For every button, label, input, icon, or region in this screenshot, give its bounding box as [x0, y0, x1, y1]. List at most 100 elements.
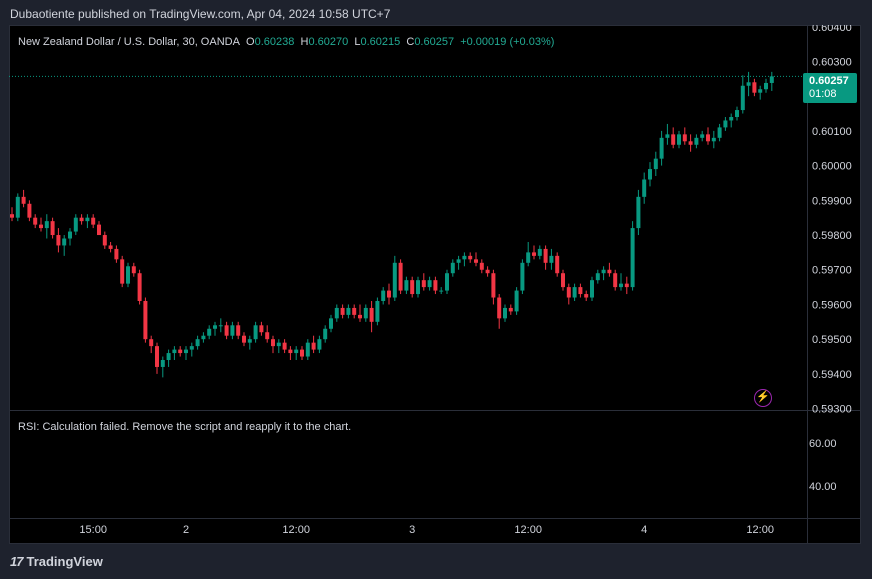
candle-body — [230, 325, 235, 336]
candle-body — [590, 280, 594, 298]
time-tick-label: 15:00 — [79, 524, 107, 536]
candle-body — [624, 283, 629, 288]
symbol-title: New Zealand Dollar / U.S. Dollar, 30, OA… — [18, 36, 240, 48]
candle-body — [706, 134, 710, 142]
candle-body — [97, 224, 101, 236]
candle-body — [126, 266, 130, 284]
candle-body — [392, 262, 397, 298]
candle-body — [149, 339, 154, 347]
last-price-label: 0.60257 01:08 — [803, 73, 857, 103]
candle-body — [723, 120, 728, 128]
price-tick-label: 0.59600 — [812, 299, 852, 311]
candle-body — [508, 307, 513, 312]
candle-body — [300, 349, 304, 357]
candle-body — [352, 307, 357, 315]
candle-body — [265, 332, 270, 340]
candle-body — [294, 349, 299, 354]
candle-body — [160, 360, 165, 367]
candle-body — [735, 110, 739, 117]
candle-body — [213, 325, 217, 329]
candle-body — [717, 127, 722, 138]
price-tick-label: 0.59500 — [812, 334, 852, 346]
high-value: 0.60270 — [308, 36, 349, 48]
candle-body — [729, 116, 734, 121]
candle-body — [288, 349, 293, 354]
candle-body — [178, 349, 183, 354]
candle-body — [752, 82, 757, 93]
candle-body — [537, 248, 542, 256]
open-label: O — [246, 36, 255, 48]
candle-body — [561, 273, 565, 288]
candle-body — [410, 280, 415, 295]
candle-body — [578, 287, 583, 295]
price-tick-label: 0.60400 — [812, 25, 852, 34]
rsi-tick-label: 60.00 — [809, 438, 837, 450]
time-tick-label: 3 — [409, 524, 415, 536]
change-value: +0.00019 (+0.03%) — [460, 36, 555, 48]
candle-body — [91, 217, 96, 225]
candle-body — [456, 259, 461, 263]
candle-body — [143, 300, 148, 340]
lightning-bolt-icon[interactable]: ⚡ — [754, 389, 772, 407]
candle-body — [555, 255, 560, 274]
candle-body — [758, 89, 763, 93]
rsi-error-message: RSI: Calculation failed. Remove the scri… — [18, 421, 352, 433]
candle-body — [468, 255, 473, 260]
candle-body — [445, 273, 449, 291]
candle-body — [236, 325, 241, 336]
candle-body — [184, 349, 188, 354]
price-tick-label: 0.59900 — [812, 195, 852, 207]
candle-body — [497, 297, 502, 319]
brand-name: TradingView — [26, 554, 103, 569]
candle-body — [259, 325, 264, 333]
candle-body — [79, 217, 84, 222]
candle-body — [155, 346, 159, 367]
candle-body — [114, 248, 119, 260]
close-label: C — [406, 36, 415, 48]
candle-body — [224, 325, 229, 336]
candle-body — [33, 217, 38, 225]
candle-body — [671, 134, 676, 145]
candle-body — [514, 290, 519, 312]
time-tick-label: 2 — [183, 524, 189, 536]
footer-brand[interactable]: 17 TradingView — [10, 554, 103, 569]
candle-body — [381, 290, 386, 301]
candle-body — [526, 252, 531, 263]
price-tick-label: 0.59300 — [812, 404, 852, 416]
candlestick-chart[interactable]: 0.604000.603000.602000.601000.600000.599… — [9, 25, 861, 544]
price-tick-label: 0.60100 — [812, 126, 852, 138]
publisher-header: Dubaotiente published on TradingView.com… — [10, 7, 391, 21]
candle-body — [358, 314, 362, 319]
candle-body — [108, 245, 113, 249]
candle-body — [595, 273, 600, 281]
candle-body — [329, 318, 333, 329]
candle-body — [317, 339, 322, 350]
candle-body — [636, 196, 641, 229]
symbol-legend: New Zealand Dollar / U.S. Dollar, 30, OA… — [18, 36, 554, 48]
price-tick-label: 0.59400 — [812, 369, 852, 381]
last-price-value: 0.60257 — [809, 75, 849, 87]
candle-body — [85, 217, 90, 222]
candle-body — [247, 339, 252, 343]
candle-body — [137, 273, 142, 301]
candle-body — [491, 273, 496, 298]
low-value: 0.60215 — [360, 36, 401, 48]
low-label: L — [354, 36, 361, 48]
candle-body — [659, 137, 664, 159]
candle-body — [740, 85, 745, 111]
candle-body — [584, 294, 589, 298]
time-tick-label: 12:00 — [514, 524, 542, 536]
candle-body — [416, 280, 420, 295]
candle-body — [311, 342, 316, 350]
candle-body — [27, 203, 32, 218]
candle-body — [166, 353, 171, 361]
candle-body — [607, 269, 612, 274]
candle-body — [462, 255, 467, 260]
candle-body — [323, 328, 328, 340]
candle-body — [39, 224, 43, 229]
candle-body — [120, 259, 125, 284]
candle-body — [711, 137, 716, 142]
candle-body — [474, 259, 478, 263]
candle-body — [764, 82, 768, 90]
candle-body — [700, 134, 705, 138]
